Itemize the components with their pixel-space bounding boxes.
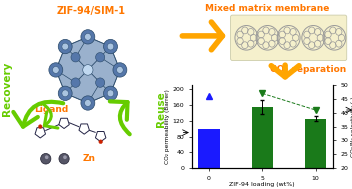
Polygon shape (56, 37, 120, 103)
Circle shape (71, 78, 80, 87)
Circle shape (49, 63, 63, 77)
Circle shape (38, 125, 42, 129)
X-axis label: ZIF-94 loading (wt%): ZIF-94 loading (wt%) (230, 182, 295, 187)
Circle shape (81, 96, 95, 110)
Circle shape (71, 53, 80, 62)
FancyArrowPatch shape (110, 101, 130, 134)
Circle shape (103, 39, 118, 54)
Bar (198, 129, 220, 168)
FancyArrowPatch shape (13, 102, 63, 127)
Circle shape (63, 155, 67, 159)
Bar (305, 119, 326, 168)
FancyBboxPatch shape (231, 15, 347, 60)
Circle shape (96, 53, 105, 62)
Circle shape (107, 43, 114, 50)
Y-axis label: CO₂/N₂ selectivity (-): CO₂/N₂ selectivity (-) (351, 96, 352, 157)
Circle shape (84, 100, 91, 106)
Circle shape (103, 86, 118, 101)
Circle shape (45, 155, 49, 159)
FancyArrowPatch shape (182, 22, 222, 50)
Circle shape (62, 43, 69, 50)
Circle shape (117, 67, 123, 73)
Y-axis label: CO₂ permeability (Barrer): CO₂ permeability (Barrer) (165, 89, 170, 164)
Text: Mixed matrix membrane: Mixed matrix membrane (205, 4, 330, 13)
Text: ZIF-94/SIM-1: ZIF-94/SIM-1 (57, 6, 126, 16)
Circle shape (83, 65, 93, 75)
Text: Ligand: Ligand (34, 105, 68, 114)
Circle shape (96, 78, 105, 87)
Circle shape (107, 90, 114, 97)
Circle shape (59, 153, 69, 164)
Text: Zn: Zn (82, 154, 95, 163)
Text: Recovery: Recovery (2, 62, 12, 116)
Circle shape (58, 86, 72, 101)
Text: Reuse: Reuse (156, 92, 166, 128)
Text: CO₂ separation: CO₂ separation (270, 65, 346, 74)
Circle shape (99, 140, 102, 144)
Circle shape (84, 33, 91, 40)
Circle shape (40, 153, 51, 164)
Circle shape (62, 90, 69, 97)
Circle shape (52, 67, 59, 73)
Circle shape (58, 39, 72, 54)
Bar (252, 107, 273, 168)
Circle shape (113, 63, 127, 77)
Circle shape (81, 30, 95, 44)
FancyArrowPatch shape (271, 65, 299, 77)
FancyArrowPatch shape (43, 104, 58, 128)
